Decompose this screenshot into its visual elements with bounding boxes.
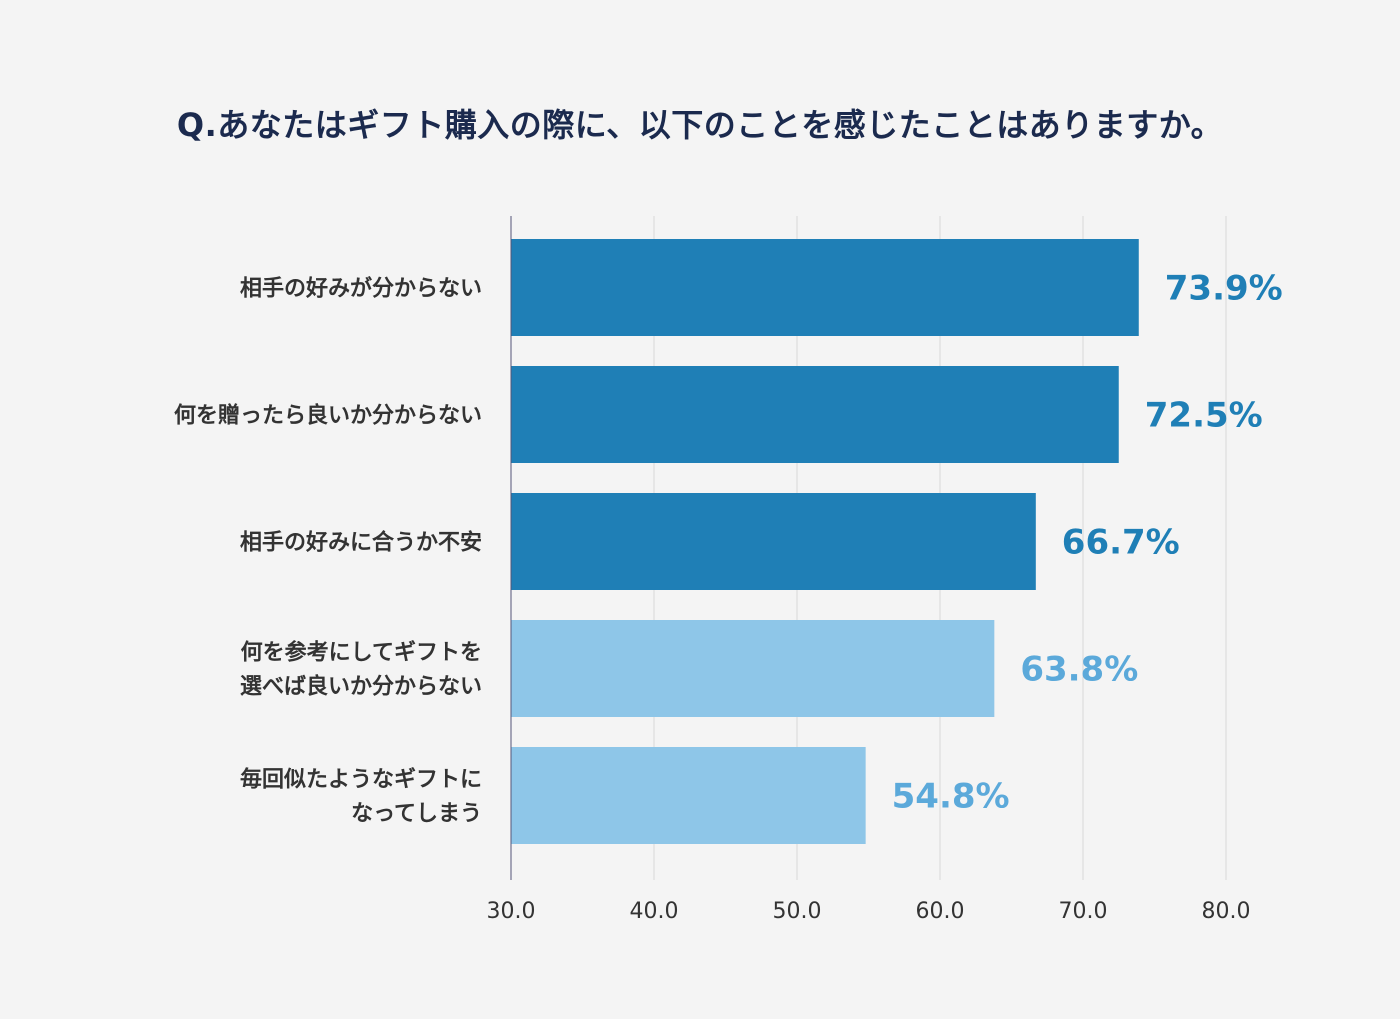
data-label: 66.7% [1062, 523, 1180, 563]
bar [511, 239, 1139, 336]
category-label: 相手の好みが分からない [240, 276, 482, 302]
bar [511, 493, 1036, 590]
x-tick-label: 70.0 [1059, 899, 1108, 924]
category-label: 相手の好みに合うか不安 [240, 530, 482, 556]
bar [511, 366, 1119, 463]
data-label: 73.9% [1165, 269, 1283, 309]
category-label: 選べば良いか分からない [240, 674, 482, 700]
x-tick-label: 40.0 [630, 899, 679, 924]
x-tick-label: 60.0 [916, 899, 965, 924]
data-label: 54.8% [892, 777, 1010, 817]
chart-title: Q.あなたはギフト購入の際に、以下のことを感じたことはありますか。 [176, 106, 1224, 144]
data-label: 72.5% [1145, 396, 1263, 436]
category-label: 何を贈ったら良いか分からない [174, 403, 482, 429]
category-label: 何を参考にしてギフトを [241, 640, 482, 666]
data-label: 63.8% [1020, 650, 1138, 690]
bar [511, 747, 866, 844]
x-tick-label: 80.0 [1202, 899, 1251, 924]
x-tick-label: 30.0 [487, 899, 536, 924]
x-tick-label: 50.0 [773, 899, 822, 924]
bar [511, 620, 995, 717]
category-label: 毎回似たようなギフトに [240, 768, 482, 793]
category-label: なってしまう [351, 802, 482, 827]
